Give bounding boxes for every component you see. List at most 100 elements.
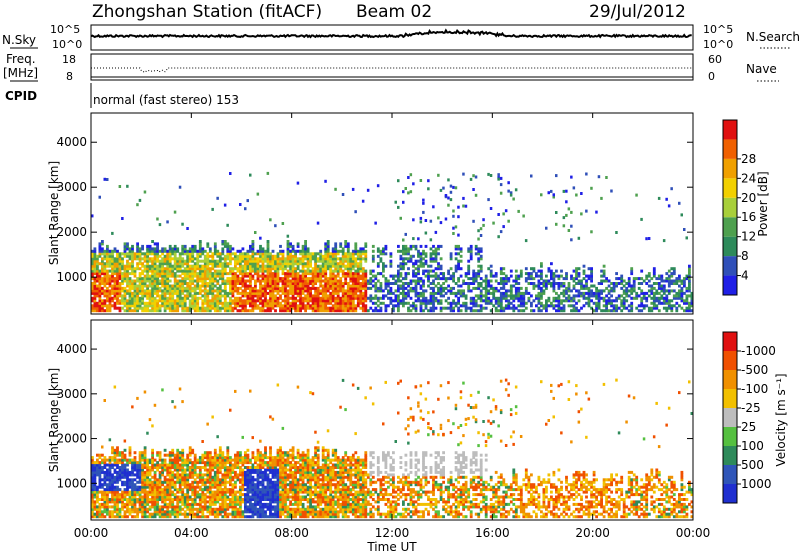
echo-cell [650, 289, 654, 293]
echo-cell [249, 247, 252, 251]
echo-cell [459, 309, 463, 313]
echo-cell [141, 294, 144, 298]
echo-cell [562, 277, 566, 281]
echo-cell [211, 277, 215, 281]
echo-cell [374, 294, 378, 298]
echo-cell [517, 274, 521, 278]
echo-cell [133, 289, 137, 293]
echo-cell [484, 286, 488, 290]
echo-cell [590, 267, 593, 271]
echo-cell [191, 274, 195, 278]
echo-cell [399, 284, 403, 288]
echo-cell [369, 269, 373, 273]
echo-cell [652, 299, 656, 303]
echo-cell [512, 279, 516, 283]
echo-cell [156, 453, 159, 457]
echo-cell [326, 240, 330, 243]
echo-cell [329, 252, 333, 256]
echo-cell [459, 284, 463, 288]
echo-cell [186, 249, 190, 253]
echo-cell [116, 269, 119, 273]
echo-cell [384, 304, 388, 308]
echo-cell [133, 274, 137, 278]
echo-cell [449, 252, 453, 256]
echo-cell [188, 249, 192, 253]
echo-cell [404, 262, 408, 266]
echo-cell [108, 291, 112, 295]
echo-cell [246, 259, 250, 263]
echo-cell [123, 294, 127, 298]
echo-cell [336, 269, 340, 273]
echo-cell [477, 247, 481, 251]
echo-cell [489, 274, 493, 278]
echo-cell [427, 187, 430, 191]
echo-cell [203, 286, 207, 290]
echo-cell [121, 498, 124, 501]
echo-cell [126, 498, 129, 501]
echo-cell [326, 296, 330, 300]
echo-cell [206, 257, 210, 261]
echo-cell [211, 304, 215, 308]
echo-cell [236, 254, 240, 258]
echo-cell [382, 249, 385, 253]
echo-cell [246, 267, 250, 271]
echo-cell [251, 242, 255, 246]
echo-cell [309, 296, 312, 300]
echo-cell [402, 296, 405, 300]
echo-cell [101, 458, 104, 462]
echo-cell [424, 301, 428, 305]
echo-cell [527, 282, 531, 285]
echo-cell [394, 296, 398, 300]
echo-cell [379, 289, 383, 293]
echo-cell [148, 505, 152, 509]
echo-cell [514, 279, 518, 283]
echo-cell [143, 480, 147, 484]
echo-cell [284, 282, 287, 285]
echo-cell [514, 291, 518, 295]
echo-cell [113, 448, 117, 452]
echo-cell [427, 299, 430, 303]
echo-cell [131, 495, 134, 499]
echo-cell [126, 301, 129, 305]
echo-cell [148, 269, 152, 273]
echo-cell [216, 306, 220, 310]
echo-cell [198, 284, 202, 288]
echo-cell [517, 282, 521, 285]
echo-cell [206, 282, 210, 285]
echo-cell [319, 309, 323, 313]
echo-cell [560, 284, 563, 288]
echo-cell [331, 289, 335, 293]
echo-cell [168, 480, 172, 484]
echo-cell [296, 286, 300, 290]
echo-cell [216, 282, 220, 285]
echo-cell [196, 252, 200, 256]
echo-cell [111, 456, 114, 460]
echo-cell [111, 510, 114, 514]
echo-cell [419, 179, 423, 182]
echo-cell [600, 196, 603, 200]
echo-cell [284, 286, 287, 290]
echo-cell [512, 299, 516, 303]
echo-cell [492, 289, 496, 293]
echo-cell [138, 478, 142, 482]
echo-cell [537, 274, 541, 278]
echo-cell [449, 277, 453, 281]
echo-cell [444, 279, 448, 283]
echo-cell [630, 296, 634, 300]
echo-cell [123, 247, 127, 251]
echo-cell [239, 309, 242, 313]
echo-cell [239, 254, 242, 258]
echo-cell [98, 480, 102, 484]
echo-cell [492, 296, 496, 300]
echo-cell [128, 498, 132, 501]
echo-cell [249, 309, 252, 313]
echo-cell [166, 493, 170, 497]
echo-cell [133, 493, 137, 497]
echo-cell [193, 304, 197, 308]
echo-cell [111, 259, 114, 263]
echo-cell [349, 304, 353, 308]
echo-cell [562, 284, 566, 288]
echo-cell [208, 279, 212, 283]
echo-cell [542, 304, 546, 308]
echo-cell [269, 299, 272, 303]
